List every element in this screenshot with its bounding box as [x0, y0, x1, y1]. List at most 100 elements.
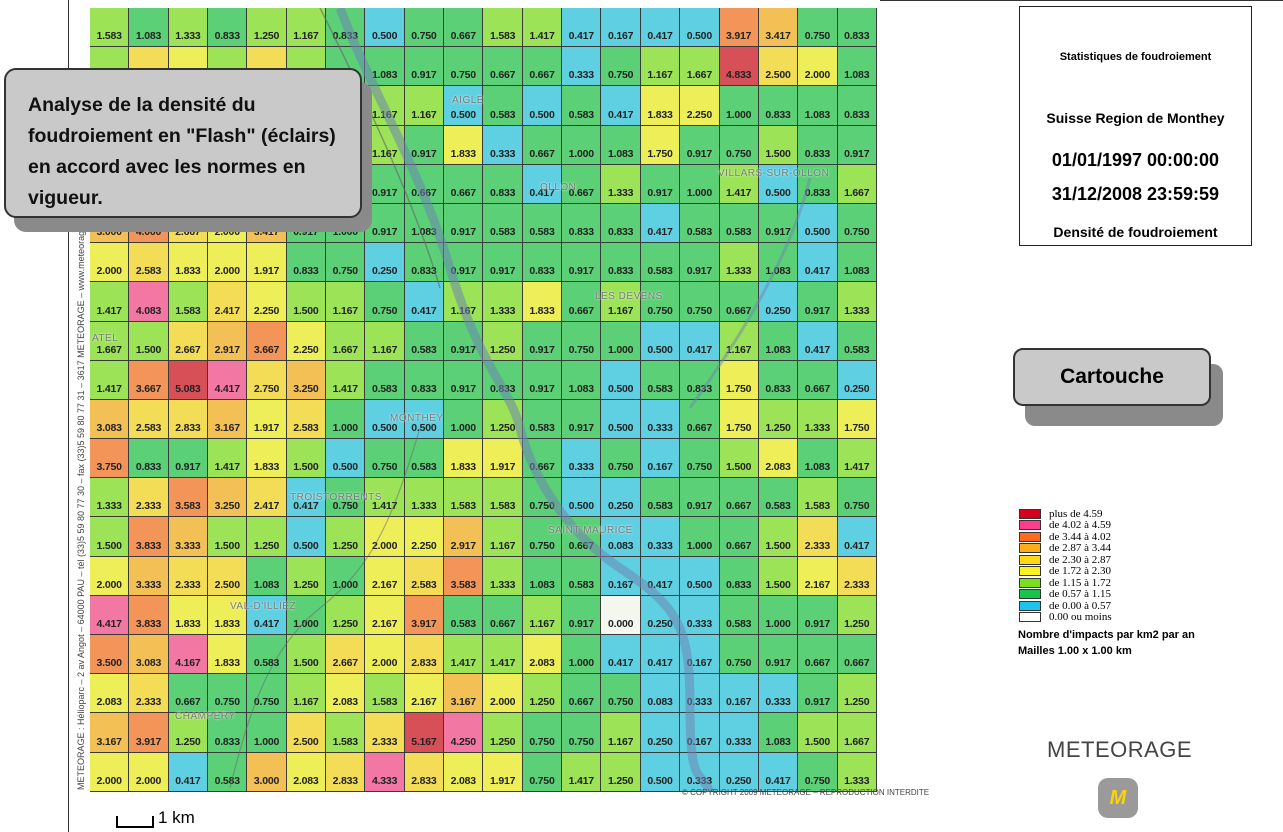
- grid-cell: 1.250: [522, 674, 563, 714]
- grid-cell: 2.583: [129, 243, 169, 283]
- grid-cell: 0.583: [208, 752, 248, 792]
- grid-cell: 0.667: [522, 125, 563, 165]
- grid-cell: 0.333: [680, 752, 720, 792]
- grid-cell: 1.167: [719, 321, 759, 361]
- grid-cell: 1.417: [483, 635, 523, 675]
- grid-cell: 0.583: [562, 86, 602, 126]
- grid-cell: 2.250: [404, 517, 445, 557]
- grid-cell: 0.583: [758, 478, 799, 518]
- grid-cell: 0.833: [601, 203, 641, 244]
- grid-cell: 2.083: [522, 635, 563, 675]
- grid-cell: 1.750: [837, 399, 877, 440]
- place-label: AIGLE: [452, 95, 484, 106]
- grid-cell: 1.250: [326, 517, 366, 557]
- grid-cell: 0.167: [601, 8, 641, 48]
- grid-cell: 0.250: [601, 478, 641, 518]
- grid-cell: 3.917: [404, 595, 445, 635]
- grid-cell: 1.250: [483, 399, 523, 440]
- grid-cell: 1.667: [326, 321, 366, 361]
- grid-cell: 2.250: [247, 282, 287, 322]
- grid-cell: 0.583: [837, 321, 877, 361]
- grid-cell: 2.500: [758, 47, 799, 87]
- grid-cell: 4.417: [208, 360, 248, 400]
- grid-cell: 1.833: [208, 635, 248, 675]
- grid-cell: 0.417: [798, 321, 838, 361]
- legend-label: 0.00 ou moins: [1049, 611, 1112, 624]
- grid-cell: 0.833: [483, 164, 523, 204]
- grid-cell: 0.667: [404, 164, 445, 204]
- grid-cell: 1.500: [286, 282, 327, 322]
- grid-cell: 0.917: [640, 164, 681, 204]
- grid-cell: 1.250: [601, 752, 641, 792]
- legend-swatch: [1019, 531, 1041, 542]
- grid-cell: 3.417: [758, 8, 799, 48]
- grid-cell: 2.833: [326, 752, 366, 792]
- grid-cell: 0.667: [562, 517, 602, 557]
- grid-cell: 0.500: [680, 8, 720, 48]
- grid-cell: 0.750: [444, 47, 484, 87]
- legend-swatch: [1019, 612, 1041, 623]
- grid-cell: 1.667: [837, 713, 877, 753]
- place-label: TROISTORRENTS: [290, 492, 382, 503]
- grid-cell: 1.083: [129, 8, 169, 48]
- legend-swatch: [1019, 577, 1041, 588]
- legend-label: de 1.15 à 1.72: [1049, 576, 1112, 589]
- grid-cell: 1.833: [168, 243, 209, 283]
- legend-swatch: [1019, 520, 1041, 531]
- grid-cell: 2.583: [404, 556, 445, 596]
- grid-cell: 3.333: [129, 556, 169, 596]
- cartouche-region: Suisse Region de Monthey: [1046, 110, 1225, 126]
- grid-cell: 2.000: [90, 556, 130, 596]
- grid-cell: 0.583: [444, 595, 484, 635]
- grid-cell: 1.083: [758, 713, 799, 753]
- grid-cell: 0.667: [719, 478, 759, 518]
- grid-cell: 0.917: [562, 595, 602, 635]
- grid-cell: 0.083: [601, 517, 641, 557]
- grid-cell: 2.333: [129, 674, 169, 714]
- grid-cell: 1.833: [444, 125, 484, 165]
- brand-name: METEORAGE: [1047, 737, 1193, 762]
- cartouche-button[interactable]: Cartouche: [1013, 348, 1211, 406]
- grid-cell: 2.083: [326, 674, 366, 714]
- grid-cell: 3.167: [208, 399, 248, 440]
- grid-cell: 2.833: [168, 399, 209, 440]
- grid-cell: 1.000: [562, 635, 602, 675]
- grid-cell: 3.000: [247, 752, 287, 792]
- frame-left-rule: [68, 0, 69, 832]
- grid-cell: 0.750: [326, 243, 366, 283]
- legend: plus de 4.59 de 4.02 à 4.59 de 3.44 à 4.02…: [1018, 508, 1196, 659]
- cartouche-density-label: Densité de foudroiement: [1053, 224, 1218, 240]
- grid-cell: 2.500: [286, 713, 327, 753]
- grid-cell: 1.083: [798, 439, 838, 479]
- grid-cell: 0.250: [640, 713, 681, 753]
- legend-swatch: [1019, 600, 1041, 611]
- legend-label: de 4.02 à 4.59: [1049, 519, 1112, 532]
- grid-cell: 3.750: [90, 439, 130, 479]
- grid-cell: 0.917: [758, 635, 799, 675]
- grid-cell: 3.500: [90, 635, 130, 675]
- grid-cell: 0.500: [326, 439, 366, 479]
- grid-cell: 0.750: [522, 478, 563, 518]
- grid-cell: 3.167: [444, 674, 484, 714]
- place-label: ATEL: [92, 333, 119, 344]
- grid-cell: 0.500: [286, 517, 327, 557]
- grid-cell: 0.917: [444, 321, 484, 361]
- grid-cell: 0.583: [640, 243, 681, 283]
- grid-cell: 0.417: [640, 556, 681, 596]
- grid-cell: 0.917: [444, 360, 484, 400]
- grid-cell: 0.417: [640, 203, 681, 244]
- grid-cell: 1.667: [837, 164, 877, 204]
- grid-cell: 2.000: [483, 674, 523, 714]
- grid-cell: 0.167: [719, 674, 759, 714]
- scale-label: 1 km: [158, 808, 195, 827]
- grid-cell: 0.500: [680, 556, 720, 596]
- grid-cell: 0.500: [365, 8, 405, 48]
- legend-unit-note: Nombre d'impacts par km2 par an: [1018, 629, 1195, 641]
- grid-cell: 0.417: [680, 321, 720, 361]
- grid-cell: 0.917: [680, 478, 720, 518]
- grid-cell: 0.333: [640, 517, 681, 557]
- grid-cell: 1.833: [444, 439, 484, 479]
- grid-cell: 0.667: [719, 282, 759, 322]
- grid-cell: 2.083: [286, 752, 327, 792]
- grid-cell: 4.417: [90, 595, 130, 635]
